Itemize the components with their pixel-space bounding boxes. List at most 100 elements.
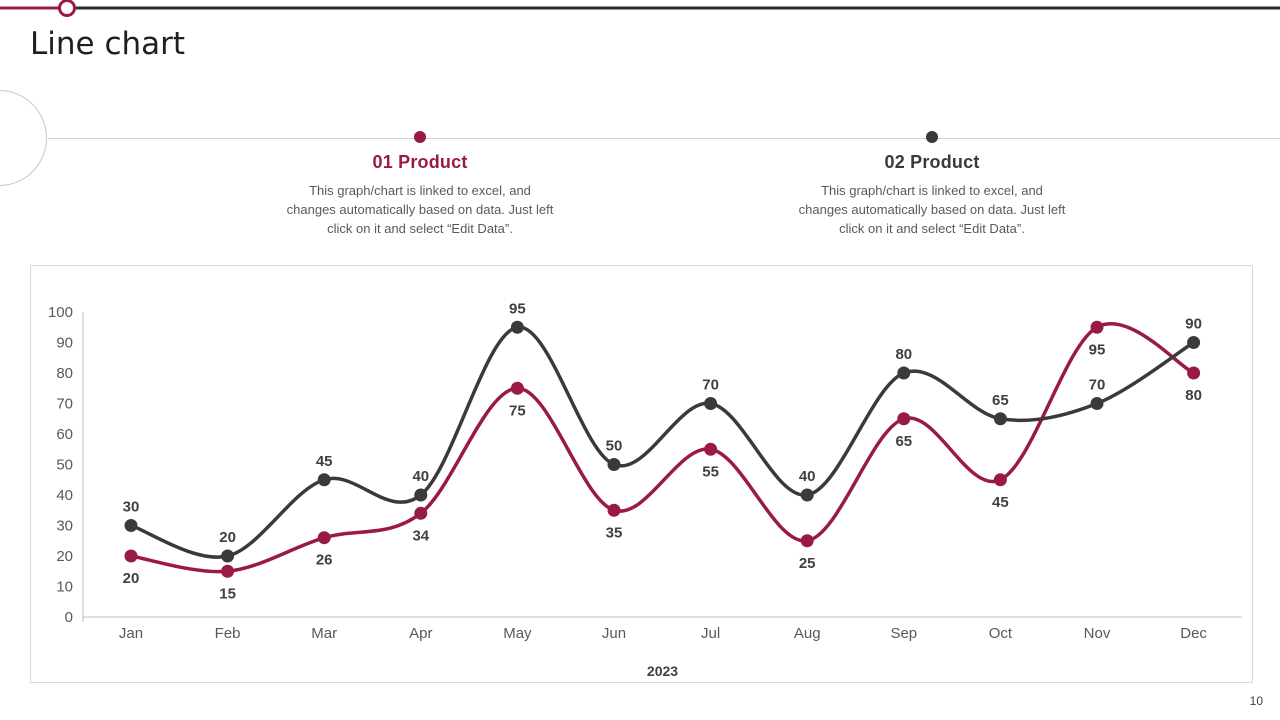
legend-label: Product bbox=[398, 152, 468, 172]
legend-number: 02 bbox=[884, 152, 905, 172]
data-label-01-product: 20 bbox=[123, 570, 140, 587]
x-tick-label: May bbox=[503, 625, 532, 642]
data-label-01-product: 45 bbox=[992, 494, 1009, 511]
data-label-02-product: 70 bbox=[1089, 377, 1106, 394]
line-chart-svg: 0 10 20 30 40 50 60 70 80 90 100 Jan Feb Mar Apr May Jun… bbox=[48, 300, 1242, 679]
data-label-02-product: 80 bbox=[895, 346, 912, 363]
y-tick-label: 100 bbox=[48, 304, 73, 321]
circle-decoration bbox=[0, 90, 47, 186]
x-tick-label: Sep bbox=[890, 625, 917, 642]
y-tick-label: 0 bbox=[65, 609, 73, 626]
data-point-02-product bbox=[897, 366, 911, 380]
x-tick-label: Jul bbox=[701, 625, 720, 642]
data-label-01-product: 35 bbox=[606, 524, 623, 541]
x-tick-label: Nov bbox=[1084, 625, 1111, 642]
data-label-01-product: 80 bbox=[1185, 387, 1202, 404]
x-tick-label: Mar bbox=[311, 625, 337, 642]
x-tick-label: Oct bbox=[989, 625, 1013, 642]
y-tick-label: 90 bbox=[56, 335, 73, 352]
data-point-02-product bbox=[800, 488, 814, 502]
legend-title: 01 Product bbox=[250, 152, 590, 173]
data-point-01-product bbox=[993, 473, 1007, 487]
data-point-02-product bbox=[704, 397, 718, 410]
y-tick-label: 70 bbox=[56, 396, 73, 413]
data-point-01-product bbox=[1187, 366, 1201, 380]
x-tick-label: Aug bbox=[794, 625, 821, 642]
data-label-01-product: 26 bbox=[316, 552, 333, 569]
data-label-02-product: 90 bbox=[1185, 316, 1202, 333]
data-point-02-product bbox=[1090, 397, 1104, 410]
x-tick-label: Dec bbox=[1180, 625, 1207, 642]
data-label-01-product: 15 bbox=[219, 585, 236, 602]
data-point-02-product bbox=[993, 412, 1007, 426]
top-decorative-bar bbox=[0, 0, 1280, 18]
page-title: Line chart bbox=[30, 26, 186, 62]
data-label-02-product: 20 bbox=[219, 529, 236, 546]
legend-desc-line: click on it and select “Edit Data”. bbox=[839, 221, 1025, 236]
y-tick-label: 40 bbox=[56, 487, 73, 504]
data-label-01-product: 55 bbox=[702, 463, 719, 480]
y-tick-label: 50 bbox=[56, 457, 73, 474]
legend-label: Product bbox=[910, 152, 980, 172]
data-point-02-product bbox=[221, 549, 235, 563]
legend-item-product-02: 02 Product This graph/chart is linked to… bbox=[762, 131, 1102, 238]
page-number: 10 bbox=[1249, 694, 1263, 708]
data-label-01-product: 34 bbox=[412, 527, 429, 544]
data-label-02-product: 45 bbox=[316, 453, 333, 470]
top-bar-graphic bbox=[0, 0, 1280, 17]
data-label-01-product: 65 bbox=[895, 433, 912, 450]
data-point-01-product bbox=[704, 442, 718, 456]
data-label-02-product: 40 bbox=[799, 468, 816, 485]
data-point-02-product bbox=[1187, 336, 1201, 349]
data-label-02-product: 65 bbox=[992, 392, 1009, 409]
data-point-01-product bbox=[414, 506, 428, 520]
data-point-02-product bbox=[317, 473, 331, 487]
legend-title: 02 Product bbox=[762, 152, 1102, 173]
y-tick-label: 20 bbox=[56, 548, 73, 565]
data-point-02-product bbox=[510, 320, 524, 334]
y-tick-label: 30 bbox=[56, 518, 73, 535]
top-bar-circle-icon bbox=[58, 0, 76, 17]
legend-desc-line: This graph/chart is linked to excel, and bbox=[309, 183, 531, 198]
legend-desc-line: This graph/chart is linked to excel, and bbox=[821, 183, 1043, 198]
data-point-01-product bbox=[897, 412, 911, 426]
data-label-01-product: 75 bbox=[509, 402, 526, 419]
legend-description: This graph/chart is linked to excel, and… bbox=[250, 181, 590, 238]
divider-line bbox=[48, 138, 1280, 139]
y-tick-label: 10 bbox=[56, 579, 73, 596]
legend-dot-icon bbox=[414, 131, 426, 143]
x-axis-year-label: 2023 bbox=[647, 663, 678, 679]
legend-desc-line: changes automatically based on data. Jus… bbox=[286, 202, 554, 217]
data-point-01-product bbox=[317, 531, 331, 545]
series-line-01-product bbox=[129, 322, 1196, 574]
data-label-02-product: 40 bbox=[412, 468, 429, 485]
series-line-02-product bbox=[129, 325, 1196, 559]
data-point-01-product bbox=[1090, 320, 1104, 334]
y-tick-label: 80 bbox=[56, 365, 73, 382]
legend-description: This graph/chart is linked to excel, and… bbox=[762, 181, 1102, 238]
data-point-01-product bbox=[124, 549, 138, 563]
data-point-01-product bbox=[607, 503, 621, 517]
data-label-02-product: 95 bbox=[509, 300, 526, 317]
data-label-01-product: 25 bbox=[799, 555, 816, 572]
x-tick-label: Jan bbox=[119, 625, 143, 642]
x-tick-label: Feb bbox=[215, 625, 241, 642]
data-point-01-product bbox=[510, 381, 524, 395]
data-point-02-product bbox=[414, 488, 428, 502]
y-tick-label: 60 bbox=[56, 426, 73, 443]
data-label-02-product: 30 bbox=[123, 499, 140, 516]
data-point-02-product bbox=[607, 458, 621, 471]
legend-desc-line: click on it and select “Edit Data”. bbox=[327, 221, 513, 236]
data-point-01-product bbox=[800, 534, 814, 548]
data-label-02-product: 50 bbox=[606, 438, 623, 455]
legend-number: 01 bbox=[372, 152, 393, 172]
legend-item-product-01: 01 Product This graph/chart is linked to… bbox=[250, 131, 590, 238]
legend-dot-icon bbox=[926, 131, 938, 143]
data-point-01-product bbox=[221, 564, 235, 578]
data-label-02-product: 70 bbox=[702, 377, 719, 394]
legend-desc-line: changes automatically based on data. Jus… bbox=[798, 202, 1066, 217]
data-label-01-product: 95 bbox=[1089, 341, 1106, 358]
x-tick-label: Jun bbox=[602, 625, 626, 642]
line-chart-object[interactable]: 0 10 20 30 40 50 60 70 80 90 100 Jan Feb Mar Apr May Jun… bbox=[30, 265, 1253, 683]
